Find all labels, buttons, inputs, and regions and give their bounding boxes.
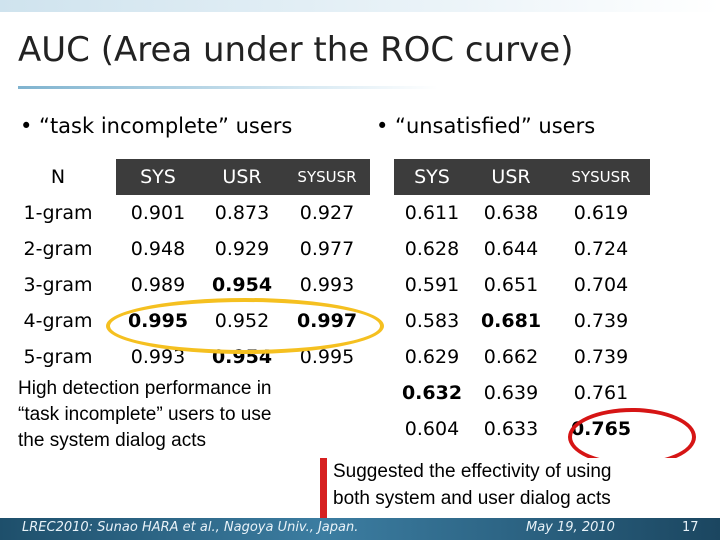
bullet-task-incomplete: • “task incomplete” users: [20, 114, 293, 138]
table-row: 0.632 0.639 0.761: [0, 375, 650, 411]
table-row: 1-gram 0.901 0.873 0.927 0.611 0.638 0.6…: [0, 195, 650, 231]
header-sys-task: SYS: [116, 159, 200, 195]
callout-line: High detection performance in: [18, 378, 272, 399]
row-label: 2-gram: [23, 238, 93, 260]
callout-unsatisfied: Suggested the effectivity of using both …: [320, 458, 713, 518]
table-cell: 0.629: [404, 346, 460, 368]
table-cell: 0.604: [404, 418, 460, 440]
gap-cell: [370, 411, 394, 447]
footer-citation: LREC2010: Sunao HARA et al., Nagoya Univ…: [22, 520, 359, 535]
table-cell: 0.611: [404, 202, 460, 224]
table-cell: 0.977: [299, 238, 355, 260]
table-cell: 0.651: [483, 274, 539, 296]
gap-cell: [370, 195, 394, 231]
table-row: 3-gram 0.989 0.954 0.993 0.591 0.651 0.7…: [0, 267, 650, 303]
gap-cell: [370, 339, 394, 375]
table-cell: 0.929: [214, 238, 270, 260]
gap-cell: [370, 375, 394, 411]
header-usr-task: USR: [200, 159, 284, 195]
table-cell: 0.632: [401, 382, 463, 404]
row-label: 5-gram: [23, 346, 93, 368]
page-number: 17: [682, 520, 699, 535]
table-row: 2-gram 0.948 0.929 0.977 0.628 0.644 0.7…: [0, 231, 650, 267]
footer-bar: LREC2010: Sunao HARA et al., Nagoya Univ…: [0, 518, 720, 540]
header-usr-unsat: USR: [470, 159, 552, 195]
footer-date: May 19, 2010: [526, 520, 615, 535]
table-cell: 0.739: [573, 346, 629, 368]
table-cell: 0.681: [480, 310, 542, 332]
top-decoration-bar: [0, 0, 720, 12]
table-cell: 0.619: [573, 202, 629, 224]
header-sysusr-task: SYSUSR: [284, 159, 370, 195]
gap-cell: [370, 267, 394, 303]
title-underline: [18, 86, 438, 89]
table-cell: 0.948: [130, 238, 186, 260]
callout-task-incomplete: High detection performance in “task inco…: [18, 376, 370, 462]
table-cell: 0.927: [299, 202, 355, 224]
gap-cell: [370, 231, 394, 267]
callout-line: the system dialog acts: [18, 430, 206, 451]
table-cell: 0.639: [483, 382, 539, 404]
table-row: 5-gram 0.993 0.954 0.995 0.629 0.662 0.7…: [0, 339, 650, 375]
table-cell: 0.638: [483, 202, 539, 224]
table-cell: 0.739: [573, 310, 629, 332]
table-cell: 0.993: [130, 346, 186, 368]
table-cell: 0.873: [214, 202, 270, 224]
auc-table: N SYS USR SYSUSR SYS USR SYSUSR 1-gram 0…: [0, 159, 650, 447]
table-cell: 0.901: [130, 202, 186, 224]
callout-line: both system and user dialog acts: [333, 488, 611, 509]
table-cell: 0.628: [404, 238, 460, 260]
bullet-unsatisfied: • “unsatisfied” users: [376, 114, 596, 138]
table-header-row: N SYS USR SYSUSR SYS USR SYSUSR: [0, 159, 650, 195]
table-cell: 0.995: [299, 346, 355, 368]
slide-title: AUC (Area under the ROC curve): [18, 30, 574, 70]
row-label: 1-gram: [23, 202, 93, 224]
header-n: N: [50, 166, 66, 188]
row-label: 4-gram: [23, 310, 93, 332]
header-gap: [370, 159, 394, 195]
table-cell: 0.583: [404, 310, 460, 332]
table-cell: 0.761: [573, 382, 629, 404]
callout-line: Suggested the effectivity of using: [333, 461, 612, 482]
row-label: 3-gram: [23, 274, 93, 296]
table-cell: 0.662: [483, 346, 539, 368]
header-sysusr-unsat: SYSUSR: [552, 159, 650, 195]
yellow-highlight-ellipse: [106, 298, 384, 354]
table-cell: 0.989: [130, 274, 186, 296]
table-cell: 0.591: [404, 274, 460, 296]
header-sys-unsat: SYS: [394, 159, 470, 195]
table-cell: 0.954: [211, 274, 273, 296]
table-cell: 0.724: [573, 238, 629, 260]
table-cell: 0.993: [299, 274, 355, 296]
callout-line: “task incomplete” users to use: [18, 404, 272, 425]
table-cell: 0.704: [573, 274, 629, 296]
table-cell: 0.633: [483, 418, 539, 440]
table-cell: 0.644: [483, 238, 539, 260]
